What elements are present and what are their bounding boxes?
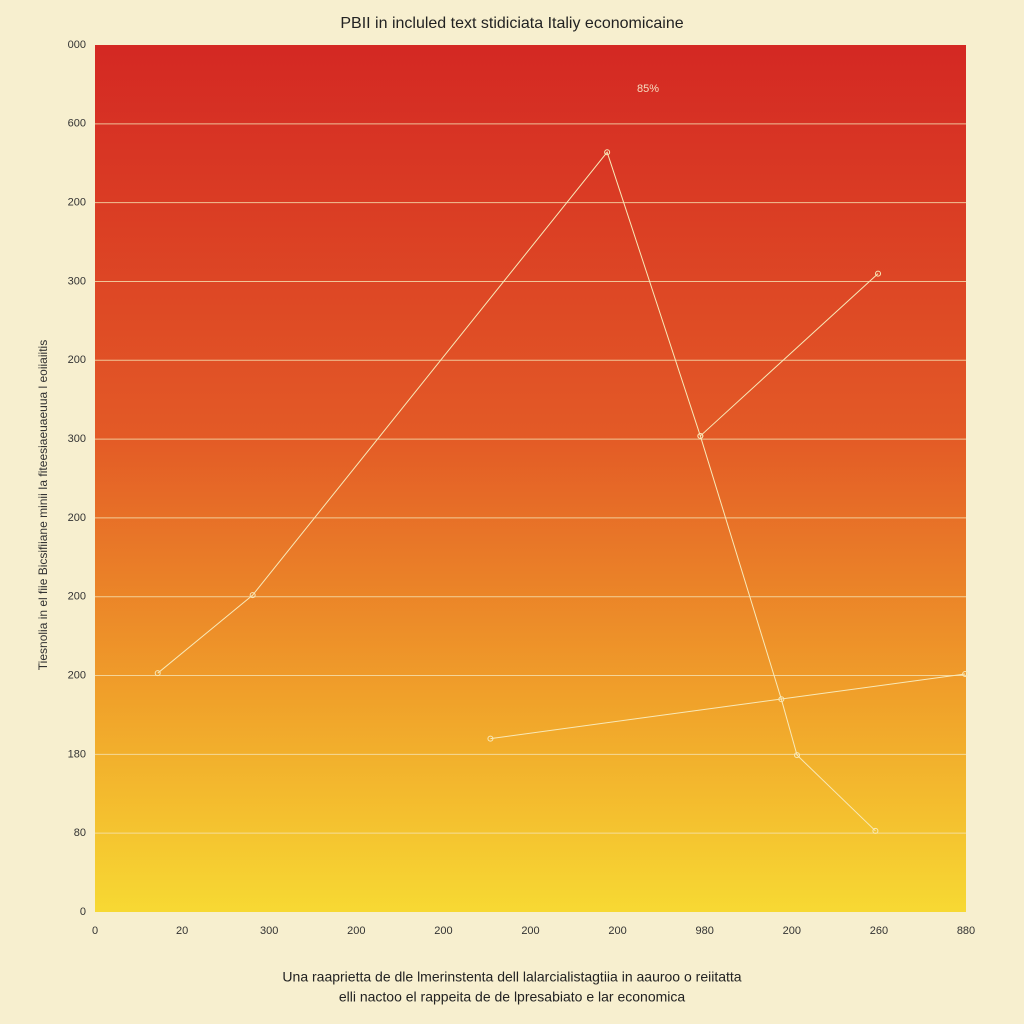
point <box>875 270 882 277</box>
caption: Una raaprietta de dle lmerinstenta dell … <box>282 969 741 985</box>
y-tick-label: 200 <box>68 669 86 681</box>
caption: elli nactoo el rappeita de de lpresabiat… <box>339 989 686 1005</box>
x-tick-label: 880 <box>957 925 975 937</box>
point <box>962 670 969 677</box>
x-tick-label: 200 <box>434 925 452 937</box>
annotation: 85% <box>637 83 659 95</box>
y-tick-label: 80 <box>74 827 86 839</box>
point <box>154 670 161 677</box>
x-tick-label: 20 <box>176 925 188 937</box>
y-tick-label: 200 <box>68 591 86 603</box>
x-tick-label: 200 <box>608 925 626 937</box>
y-axis-label: Tiesnolia in el fiie Bicsifiiane minii I… <box>36 340 50 670</box>
y-tick-label: 600 <box>68 118 86 130</box>
x-tick-label: 200 <box>521 925 539 937</box>
y-tick-label: 300 <box>68 275 86 287</box>
point <box>604 149 611 156</box>
y-tick-label: 0 <box>80 906 86 918</box>
x-tick-label: 300 <box>260 925 278 937</box>
line <box>700 273 879 437</box>
x-tick-label: 980 <box>696 925 714 937</box>
y-tick-label: 180 <box>68 748 86 760</box>
point <box>697 432 704 439</box>
y-tick-label: 000 <box>68 39 86 51</box>
x-tick-label: 260 <box>870 925 888 937</box>
y-tick-label: 200 <box>68 512 86 524</box>
point <box>872 827 879 834</box>
point <box>249 592 256 599</box>
x-tick-label: 200 <box>783 925 801 937</box>
y-tick-label: 200 <box>68 197 86 209</box>
x-tick-label: 200 <box>347 925 365 937</box>
plot-area <box>95 45 966 912</box>
point <box>487 735 494 742</box>
y-tick-label: 300 <box>68 433 86 445</box>
point <box>794 752 801 759</box>
chart-title: PBII in incluled text stidiciata Italiy … <box>340 15 683 32</box>
x-tick-label: 0 <box>92 925 98 937</box>
y-tick-label: 200 <box>68 354 86 366</box>
line <box>490 673 966 740</box>
